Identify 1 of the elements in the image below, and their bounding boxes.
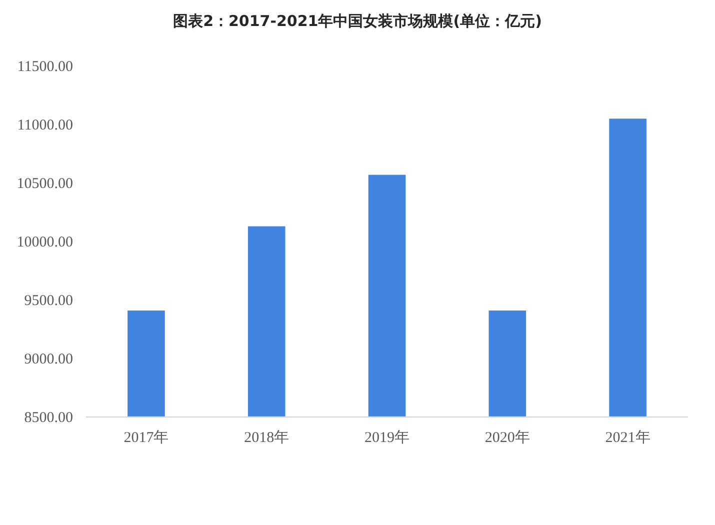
title: 图表2：2017-2021年中国女装市场规模(单位：亿元): [173, 12, 542, 30]
